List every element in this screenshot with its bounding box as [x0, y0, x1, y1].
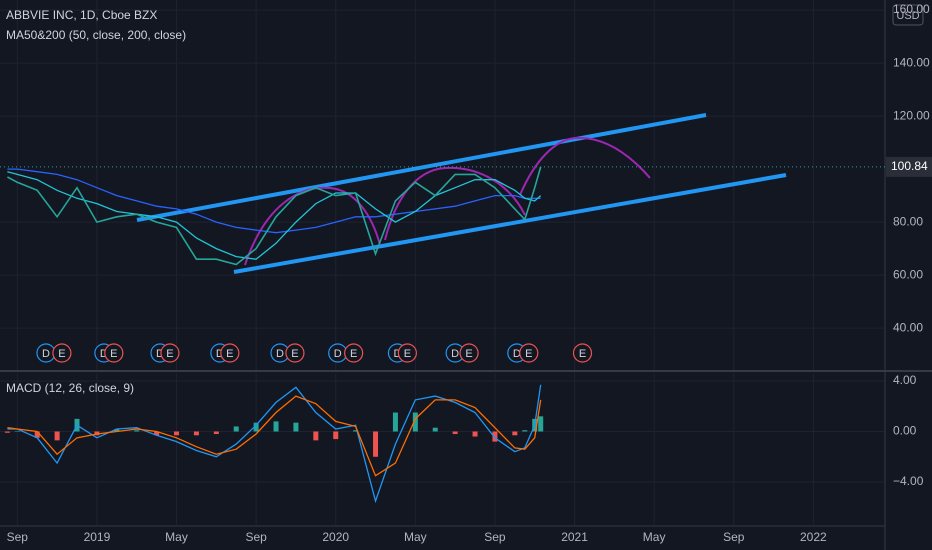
event-label: E — [226, 348, 233, 360]
event-label: E — [350, 348, 357, 360]
histogram-bar — [34, 431, 40, 438]
histogram-bar — [313, 431, 319, 441]
macd-title: MACD (12, 26, close, 9) — [6, 381, 134, 395]
x-tick-label: 2021 — [561, 530, 588, 544]
arc — [519, 136, 651, 196]
event-label: E — [404, 348, 411, 360]
histogram-bar — [512, 431, 518, 436]
currency-box[interactable] — [892, 4, 924, 26]
series-line — [7, 166, 542, 266]
y-tick-label: 4.00 — [893, 373, 917, 387]
event-label: E — [465, 348, 472, 360]
histogram-bar — [392, 412, 398, 432]
histogram-bar — [193, 431, 199, 436]
histogram-bar — [253, 422, 259, 432]
histogram-bar — [213, 431, 219, 435]
histogram-bar — [4, 431, 10, 433]
event-label: E — [110, 348, 117, 360]
x-tick-label: Sep — [245, 530, 267, 544]
series-line — [7, 171, 542, 260]
y-tick-label: 60.00 — [893, 267, 923, 281]
grid — [0, 0, 885, 525]
event-label: D — [156, 348, 164, 360]
x-tick-label: May — [643, 530, 666, 544]
y-tick-label: 0.00 — [893, 424, 917, 438]
histogram-bar — [54, 431, 60, 441]
drawings — [136, 113, 787, 274]
arc — [244, 186, 381, 266]
series-line — [7, 168, 541, 234]
histogram-bar — [134, 430, 140, 432]
histogram-bar — [432, 427, 438, 432]
histogram-bar — [452, 431, 458, 435]
x-tick-label: Sep — [7, 530, 29, 544]
event-label: D — [513, 348, 521, 360]
indicator-title: MA50&200 (50, close, 200, close) — [6, 28, 186, 42]
histogram-bar — [522, 430, 528, 432]
last-price-label: 100.84 — [891, 159, 928, 173]
event-label: E — [58, 348, 65, 360]
channel-lower — [233, 173, 787, 274]
histogram-bar — [293, 422, 299, 432]
event-marker — [52, 343, 72, 363]
event-marker — [220, 343, 240, 363]
histogram-bar — [233, 426, 239, 432]
y-tick-label: 160.00 — [893, 2, 930, 16]
event-marker — [397, 343, 417, 363]
histogram-bar — [333, 431, 339, 440]
series-line — [7, 395, 542, 477]
histogram-bar — [273, 421, 279, 432]
histogram-bar — [472, 431, 478, 437]
event-label: E — [166, 348, 173, 360]
event-marker — [285, 343, 305, 363]
histogram-bar — [114, 428, 120, 432]
y-tick-label: 120.00 — [893, 108, 930, 122]
event-label: E — [525, 348, 532, 360]
last-price-box — [886, 156, 932, 177]
x-tick-label: 2020 — [322, 530, 349, 544]
histogram-bar — [373, 431, 379, 457]
x-tick-label: Sep — [723, 530, 745, 544]
y-tick-label: −4.00 — [893, 474, 924, 488]
event-label: D — [451, 348, 459, 360]
histogram-bar — [353, 430, 359, 432]
x-tick-label: 2019 — [84, 530, 111, 544]
x-tick-label: 2022 — [800, 530, 827, 544]
x-tick-label: Sep — [484, 530, 506, 544]
event-label: D — [216, 348, 224, 360]
event-label: D — [393, 348, 401, 360]
y-tick-label: 80.00 — [893, 214, 923, 228]
histogram-bar — [14, 431, 20, 433]
event-label: D — [100, 348, 108, 360]
series-line — [7, 384, 542, 504]
event-label: D — [334, 348, 342, 360]
histogram-bar — [492, 431, 498, 442]
x-tick-label: May — [404, 530, 427, 544]
chart-title: ABBVIE INC, 1D, Cboe BZX — [6, 8, 157, 22]
channel-upper — [136, 113, 707, 222]
event-label: D — [276, 348, 284, 360]
event-marker — [160, 343, 180, 363]
histogram-bar — [174, 431, 180, 436]
x-tick-label: May — [165, 530, 188, 544]
event-label: E — [579, 348, 586, 360]
event-label: D — [42, 348, 50, 360]
arc — [384, 166, 526, 241]
event-marker — [344, 343, 364, 363]
event-marker — [459, 343, 479, 363]
y-tick-label: 40.00 — [893, 320, 923, 334]
event-marker — [572, 343, 593, 363]
histogram-bar — [412, 412, 418, 432]
currency[interactable]: USD — [896, 10, 919, 22]
event-marker — [519, 343, 539, 363]
histogram-bar — [538, 416, 544, 432]
event-label: E — [291, 348, 298, 360]
histogram-bar — [154, 431, 160, 436]
y-tick-label: 140.00 — [893, 55, 930, 69]
event-marker — [104, 343, 124, 363]
